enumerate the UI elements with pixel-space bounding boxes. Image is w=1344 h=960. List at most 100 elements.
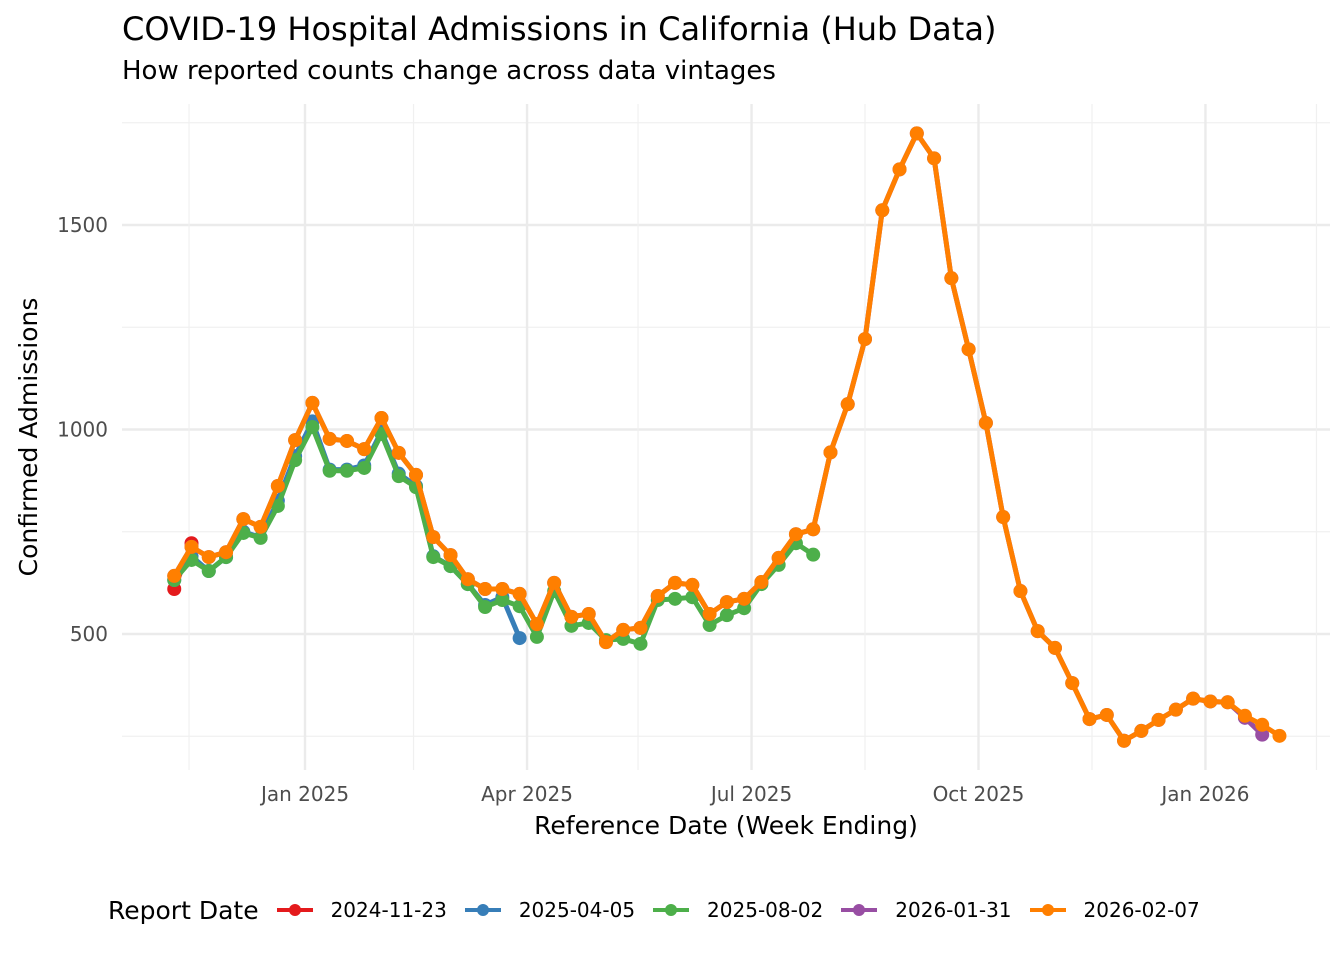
data-point (495, 582, 510, 597)
data-point (875, 203, 890, 218)
data-point (253, 530, 268, 545)
data-point (702, 618, 717, 633)
data-point (858, 332, 873, 347)
data-point (426, 530, 441, 545)
data-point (219, 545, 234, 560)
data-point (909, 126, 924, 141)
data-point (512, 586, 527, 601)
data-point (391, 469, 406, 484)
data-point (270, 498, 285, 513)
data-point (668, 591, 683, 606)
legend-label: 2026-02-07 (1083, 898, 1200, 922)
y-tick-label: 1500 (57, 213, 108, 237)
legend: Report Date 2024-11-23 2025-04-05 2025-08-… (108, 890, 1216, 930)
legend-item: 2025-04-05 (463, 898, 635, 922)
data-point (478, 600, 493, 615)
data-point (288, 433, 303, 448)
data-point (167, 568, 182, 583)
x-tick-label: Jan 2025 (259, 782, 349, 806)
data-point (201, 550, 216, 565)
data-point (339, 463, 354, 478)
y-axis-ticks: 500 1000 1500 (57, 213, 108, 646)
legend-key-icon (651, 900, 691, 920)
data-point (806, 522, 821, 537)
data-point (564, 609, 579, 624)
data-point (978, 415, 993, 430)
data-point (305, 420, 320, 435)
data-point (702, 606, 717, 621)
legend-label: 2026-01-31 (895, 898, 1012, 922)
x-tick-label: Apr 2025 (481, 782, 573, 806)
series-2025-08-02 (167, 420, 821, 651)
data-point (927, 151, 942, 166)
legend-key-icon (839, 900, 879, 920)
data-point (1220, 695, 1235, 710)
data-point (270, 478, 285, 493)
data-point (1255, 727, 1270, 742)
data-point (495, 593, 510, 608)
legend-label: 2025-04-05 (518, 898, 636, 922)
y-tick-label: 1000 (57, 418, 108, 442)
data-point (1255, 717, 1270, 732)
legend-item: 2026-01-31 (839, 898, 1012, 922)
data-point (322, 431, 337, 446)
data-point (529, 629, 544, 644)
legend-item: 2024-11-23 (275, 898, 447, 922)
data-point (788, 527, 803, 542)
legend-key-icon (275, 900, 315, 920)
data-point (668, 575, 683, 590)
series-2025-04-05 (167, 414, 527, 646)
data-point (357, 442, 372, 457)
data-point (650, 588, 665, 603)
data-point (961, 342, 976, 357)
legend-title: Report Date (108, 895, 259, 925)
data-point (339, 433, 354, 448)
data-point (754, 575, 769, 590)
legend-label: 2025-08-02 (707, 898, 824, 922)
data-point (1065, 676, 1080, 691)
data-point (598, 635, 613, 650)
data-point (581, 606, 596, 621)
data-point (719, 595, 734, 610)
data-point (823, 445, 838, 460)
data-point (547, 575, 562, 590)
data-point (1099, 707, 1114, 722)
data-point (1117, 733, 1132, 748)
x-axis-title: Reference Date (Week Ending) (534, 811, 918, 840)
data-point (633, 620, 648, 635)
data-point (771, 550, 786, 565)
data-point (1272, 728, 1287, 743)
data-point (1013, 584, 1028, 599)
data-point (616, 622, 631, 637)
data-point (719, 608, 734, 623)
data-point (201, 564, 216, 579)
data-point (1134, 723, 1149, 738)
data-point (1168, 702, 1183, 717)
chart-title: COVID-19 Hospital Admissions in Californ… (122, 10, 997, 48)
legend-key-icon (1028, 900, 1068, 920)
legend-item: 2026-02-07 (1028, 898, 1200, 922)
y-axis-title: Confirmed Admissions (14, 298, 43, 577)
data-point (1203, 694, 1218, 709)
data-point (806, 547, 821, 562)
data-point (1151, 712, 1166, 727)
data-point (288, 453, 303, 468)
data-point (184, 539, 199, 554)
x-tick-label: Jan 2026 (1159, 782, 1249, 806)
data-point (685, 577, 700, 592)
legend-item: 2025-08-02 (651, 898, 823, 922)
data-point (460, 572, 475, 587)
data-point (322, 463, 337, 478)
data-point (236, 512, 251, 527)
y-tick-label: 500 (70, 622, 108, 646)
data-point (633, 636, 648, 651)
series-2026-02-07 (167, 126, 1287, 748)
x-tick-label: Jul 2025 (709, 782, 792, 806)
data-point (409, 467, 424, 482)
data-point (996, 510, 1011, 525)
data-point (391, 445, 406, 460)
data-point (357, 460, 372, 475)
chart-subtitle: How reported counts change across data v… (122, 56, 776, 86)
data-point (1030, 624, 1045, 639)
